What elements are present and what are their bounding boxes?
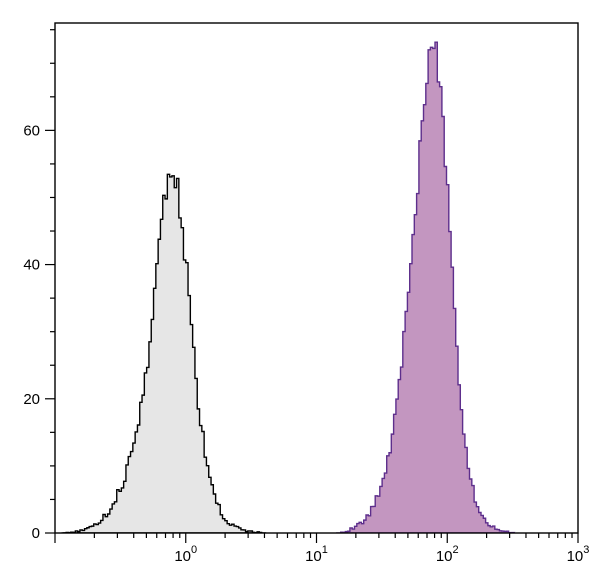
flow-histogram: 0204060100101102103 [0,0,600,584]
y-tick-label: 20 [23,391,40,408]
y-tick-label: 40 [23,257,40,274]
chart-container: 0204060100101102103 [0,0,600,584]
y-tick-label: 60 [23,122,40,139]
y-tick-label: 0 [32,525,40,542]
